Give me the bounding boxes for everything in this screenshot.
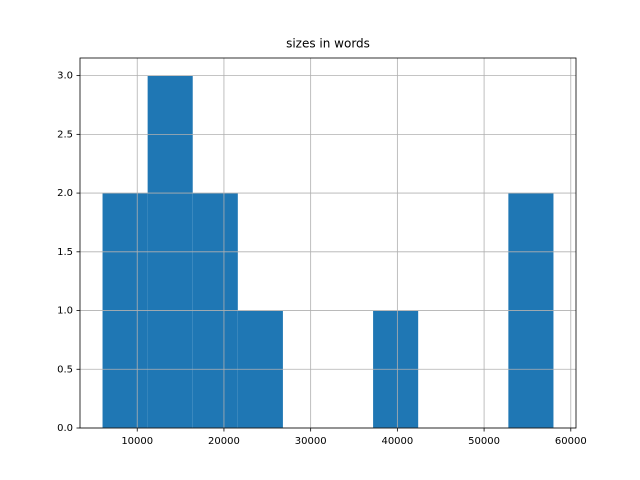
y-tick-label: 0.5 xyxy=(57,364,73,375)
y-tick-label: 2.0 xyxy=(57,188,73,199)
x-tick-label: 60000 xyxy=(555,436,587,447)
y-tick-label: 2.5 xyxy=(57,129,73,140)
y-tick-label: 1.0 xyxy=(57,306,73,317)
y-tick-label: 0.0 xyxy=(57,423,73,434)
plot-frame xyxy=(79,57,577,429)
y-tick-label: 3.0 xyxy=(57,71,73,82)
x-tick-label: 20000 xyxy=(208,436,240,447)
x-tick-label: 30000 xyxy=(295,436,327,447)
x-tick-label: 10000 xyxy=(121,436,153,447)
x-tick-label: 40000 xyxy=(381,436,413,447)
x-tick-label: 50000 xyxy=(468,436,500,447)
y-tick-label: 1.5 xyxy=(57,247,73,258)
chart-title: sizes in words xyxy=(286,37,370,51)
